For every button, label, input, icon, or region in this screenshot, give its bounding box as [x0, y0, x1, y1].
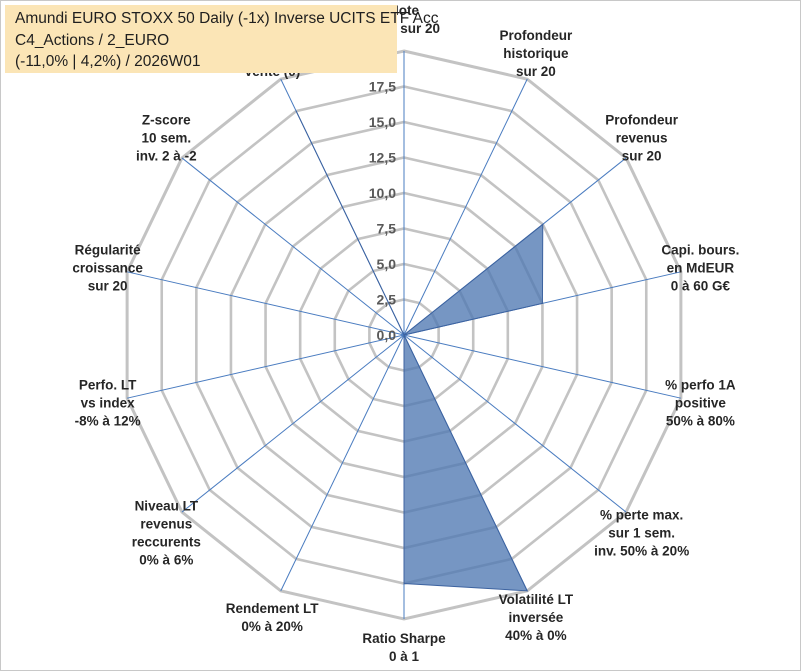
axis-label-4: % perfo 1A positive 50% à 80%: [665, 378, 736, 429]
tick-label-3: 7,5: [377, 221, 397, 237]
data-point-2: [542, 223, 544, 225]
axis-label-6: Volatilité LT inversée 40% à 0%: [499, 592, 574, 643]
data-point-13: [295, 110, 297, 112]
spoke-8: [280, 334, 405, 592]
tick-label-0: 0,0: [377, 327, 397, 343]
tick-label-7: 17,5: [369, 79, 396, 95]
spoke-10: [127, 334, 405, 399]
title-line-2: C4_Actions / 2_EURO: [15, 31, 170, 49]
data-point-7: [403, 583, 405, 584]
data-point-6: [526, 590, 528, 592]
axis-label-12: Z-score 10 sem. inv. 2 à -2: [136, 112, 197, 163]
axis-label-8: Rendement LT 0% à 20%: [226, 601, 320, 634]
spoke-1: [403, 78, 528, 336]
axis-label-2: Profondeur revenus sur 20: [605, 112, 678, 163]
spoke-11: [127, 271, 405, 336]
axis-labels: Note ESG sur 20 Profondeur historique sur 20…: [72, 3, 739, 664]
tick-label-4: 10,0: [369, 185, 396, 201]
data-point-12: [403, 334, 405, 336]
axis-label-7: Ratio Sharpe 0 à 1: [362, 631, 446, 664]
title-line-1: Amundi EURO STOXX 50 Daily (-1x) Inverse…: [15, 10, 439, 27]
tick-label-6: 15,0: [369, 114, 396, 130]
data-area: [295, 110, 544, 592]
axis-label-10: Perfo. LT vs index -8% à 12%: [75, 378, 141, 429]
axis-label-11: Régularité croissance sur 20: [72, 242, 143, 293]
chart-title: Amundi EURO STOXX 50 Daily (-1x) Inverse…: [5, 5, 439, 73]
axis-label-5: % perte max. sur 1 sem. inv. 50% à 20%: [594, 508, 689, 559]
axis-label-1: Profondeur historique sur 20: [500, 28, 573, 79]
tick-label-1: 2,5: [377, 292, 397, 308]
spoke-4: [403, 334, 681, 399]
spoke-9: [181, 334, 405, 513]
spoke-5: [403, 334, 627, 513]
tick-labels: 0,02,55,07,510,012,515,017,520,0: [369, 43, 396, 343]
axis-label-3: Capi. bours. en MdEUR 0 à 60 G€: [661, 242, 739, 293]
tick-label-5: 12,5: [369, 150, 396, 166]
spoke-12: [181, 157, 405, 336]
title-line-3: (-11,0% | 4,2%) / 2026W01: [15, 53, 201, 70]
tick-label-2: 5,0: [377, 256, 397, 272]
axis-label-9: Niveau LT revenus reccurents 0% à 6%: [132, 499, 201, 568]
data-point-3: [541, 302, 543, 304]
